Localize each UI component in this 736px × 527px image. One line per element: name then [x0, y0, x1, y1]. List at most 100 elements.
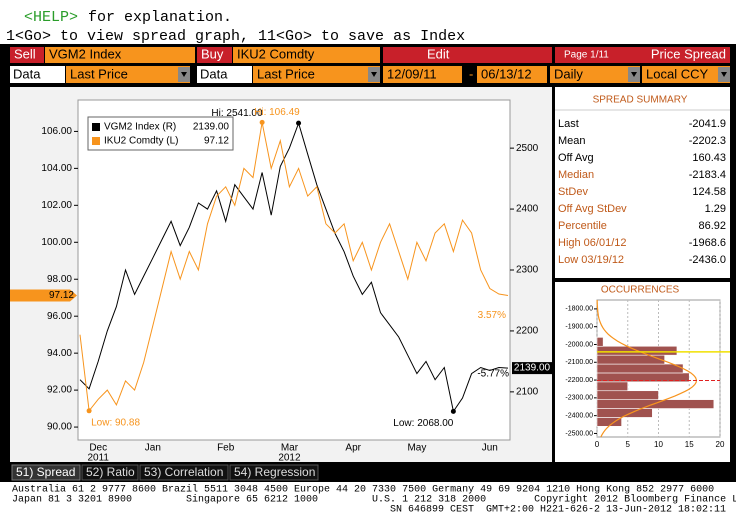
y2-tick-label: 2100 — [516, 387, 539, 398]
axis-tag — [512, 362, 552, 375]
y-tick-label: -2400.00 — [565, 412, 593, 419]
summary-value: -2041.9 — [689, 118, 726, 130]
field-dropdown[interactable] — [66, 66, 190, 83]
x-tick-label: 5 — [626, 440, 631, 449]
low-marker — [86, 408, 92, 414]
sell-ticker[interactable]: VGM2 Index — [49, 46, 122, 61]
change-label: -5.77% — [477, 369, 509, 380]
help-key: <HELP> — [24, 9, 78, 26]
summary-label: Off Avg — [558, 152, 594, 164]
y-tick-label: -2000.00 — [565, 341, 593, 348]
x-tick-label: Mar — [281, 443, 299, 454]
tab-button[interactable] — [139, 464, 229, 481]
data-field[interactable] — [197, 66, 252, 83]
start-date-field[interactable] — [383, 66, 462, 83]
buy-ticker-field[interactable] — [233, 47, 380, 63]
footer-line: Japan 81 3 3201 8900 Singapore 65 6212 1… — [12, 494, 736, 506]
y-tick-label: 104.00 — [41, 163, 72, 174]
high-marker — [296, 120, 302, 126]
x-tick-label: Jan — [145, 443, 161, 454]
tab-button[interactable] — [81, 464, 139, 481]
x-tick-label: Apr — [345, 443, 361, 454]
arrow-icon — [721, 72, 727, 77]
summary-value: 160.43 — [692, 152, 726, 164]
data-label[interactable]: Data — [200, 66, 228, 81]
high-marker — [259, 119, 265, 125]
summary-label: Median — [558, 169, 594, 181]
tab-button[interactable] — [229, 464, 319, 481]
summary-panel — [555, 87, 730, 278]
edit-label[interactable]: Edit — [427, 46, 450, 61]
frequency[interactable]: Daily — [554, 66, 583, 81]
currency-dropdown[interactable] — [642, 66, 730, 83]
instruction: 1<Go> to view spread graph, 11<Go> to sa… — [6, 28, 465, 45]
summary-label: Off Avg StDev — [558, 203, 627, 215]
buy-ticker[interactable]: IKU2 Comdty — [237, 46, 315, 61]
x-tick-label: 15 — [685, 440, 694, 449]
summary-label: Last — [558, 118, 579, 130]
sell-ticker-field[interactable] — [45, 47, 195, 63]
sell-label[interactable]: Sell — [14, 46, 36, 61]
legend-value: 2139.00 — [193, 122, 230, 133]
y2-tick-label: 2300 — [516, 265, 539, 276]
summary-value: 124.58 — [692, 186, 726, 198]
tab[interactable]: 53) Correlation — [144, 465, 223, 479]
summary-value: -2202.3 — [689, 135, 726, 147]
y-tick-label: -1800.00 — [565, 306, 593, 313]
y-tick-label: 94.00 — [47, 348, 72, 359]
series-line — [79, 121, 509, 413]
buy-label[interactable]: Buy — [201, 46, 224, 61]
x-tick-label: Dec — [89, 443, 107, 454]
data-label[interactable]: Data — [13, 66, 41, 81]
low-label: Low: 90.88 — [91, 417, 140, 428]
end-date-field[interactable] — [477, 66, 547, 83]
arrow-icon — [181, 72, 187, 77]
frequency-dropdown[interactable] — [550, 66, 640, 83]
tab-active[interactable] — [11, 464, 81, 481]
help-text: for explanation. — [88, 9, 232, 26]
y2-tick-label: 2400 — [516, 204, 539, 215]
summary-value: 1.29 — [705, 203, 726, 215]
summary-value: -2183.4 — [689, 169, 726, 181]
y-tick-label: 90.00 — [47, 422, 72, 433]
series-line — [79, 122, 509, 413]
start-date[interactable]: 12/09/11 — [387, 66, 437, 81]
histogram-bar — [596, 390, 659, 400]
edit-button[interactable] — [383, 47, 552, 63]
tab[interactable]: 54) Regression — [234, 465, 315, 479]
y-tick-label: 100.00 — [41, 237, 72, 248]
low-marker — [450, 408, 456, 414]
legend-label: VGM2 Index (R) — [104, 122, 176, 133]
x-tick-label: 20 — [716, 440, 725, 449]
y-tick-label: -2500.00 — [565, 430, 593, 437]
summary-value: 86.92 — [698, 220, 726, 232]
x-tick-label: 0 — [595, 440, 600, 449]
tab[interactable]: 51) Spread — [16, 465, 75, 479]
legend — [87, 116, 234, 151]
tab[interactable]: 52) Ratio — [86, 465, 135, 479]
summary-label: High 06/01/12 — [558, 237, 627, 249]
y2-tick-label: 2500 — [516, 143, 539, 154]
footer-line: Australia 61 2 9777 8600 Brazil 5511 304… — [12, 484, 714, 496]
x-tick-label: Feb — [217, 443, 235, 454]
summary-value: -1968.6 — [689, 237, 726, 249]
data-field[interactable] — [10, 66, 65, 83]
date-separator: - — [469, 66, 473, 81]
summary-label: Percentile — [558, 220, 607, 232]
field-dropdown[interactable] — [253, 66, 380, 83]
field-value[interactable]: Last Price — [70, 66, 128, 81]
summary-title: SPREAD SUMMARY — [593, 95, 688, 106]
arrow-icon — [631, 72, 637, 77]
currency[interactable]: Local CCY — [646, 66, 708, 81]
x-year-label: 2011 — [87, 453, 109, 464]
end-date[interactable]: 06/13/12 — [481, 66, 532, 81]
y-tick-label: 96.00 — [47, 311, 72, 322]
x-tick-label: Jun — [482, 443, 498, 454]
field-value[interactable]: Last Price — [257, 66, 315, 81]
sell-button[interactable] — [10, 47, 44, 63]
histogram-bar — [596, 354, 665, 365]
summary-label: StDev — [558, 186, 588, 198]
normal-curve — [596, 299, 698, 438]
summary-label: Low 03/19/12 — [558, 254, 624, 266]
buy-button[interactable] — [197, 47, 232, 63]
